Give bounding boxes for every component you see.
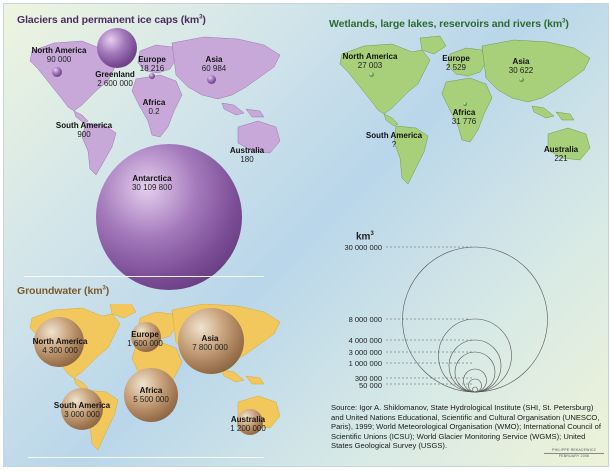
north-america-sphere [52,67,62,77]
wetland-label-asia: Asia 30 622 [508,57,534,75]
wetland-label-australia: Australia 221 [543,145,579,163]
europe-sphere [149,73,155,79]
credit-author: PHILIPPE REKACEWICZ [544,448,604,454]
glacier-label-greenland: Greenland 2 600 000 [95,70,135,88]
groundwater-south-america-sphere [61,388,103,430]
scale-tick-1000000: 1 000 000 [348,359,382,368]
glacier-label-africa: Africa 0.2 [142,98,166,116]
glacier-label-north-america: North America 90 000 [31,46,87,64]
section-divider-top [24,276,264,277]
groundwater-label-north-america: North America 4 300 000 [32,337,88,355]
groundwater-australia-sphere [237,409,263,435]
groundwater-north-america-sphere [34,317,84,367]
groundwater-label-asia: Asia 7 800 000 [192,334,228,352]
author-credit: PHILIPPE REKACEWICZ FEBRUARY 2006 [544,448,604,459]
groundwater-europe-sphere [131,322,161,352]
infographic-canvas: Glaciers and permanent ice caps (km3) [3,3,609,467]
wetland-label-europe: Europe 2 529 [442,54,470,72]
scale-circles [386,246,548,393]
greenland-sphere [97,28,137,68]
wetland-africa-dot [463,102,467,106]
wetlands-world-map [339,35,591,184]
scale-tick-300000: 300 000 [354,374,382,383]
credit-date: FEBRUARY 2006 [558,454,590,458]
wetland-label-africa: Africa 31 776 [451,108,477,126]
scale-tick-4000000: 4 000 000 [348,336,382,345]
groundwater-label-europe: Europe 1 600 000 [127,330,163,348]
scale-tick-3000000: 3 000 000 [348,348,382,357]
glaciers-title: Glaciers and permanent ice caps (km3) [17,14,206,26]
wetland-asia-dot [519,77,524,82]
wetland-north-america-dot [369,72,374,77]
asia-sphere [207,75,216,84]
glacier-label-asia: Asia 60 984 [201,55,227,73]
wetland-label-south-america: South America? [365,131,423,149]
wetland-label-north-america: North America 27 003 [342,52,398,70]
source-note: Source: Igor A. Shiklomanov, State Hydro… [331,403,601,450]
groundwater-africa-sphere [124,368,178,422]
scale-tick-50000: 50 000 [359,381,382,390]
groundwater-asia-sphere [178,308,244,374]
groundwater-label-africa: Africa 5 500 000 [133,386,169,404]
scale-tick-30000000: 30 000 000 [344,243,382,252]
antarctica-sphere [96,144,242,290]
glacier-label-south-america: South America 900 [55,121,113,139]
groundwater-title: Groundwater (km3) [17,285,110,297]
scale-unit-label: km3 [356,231,374,243]
section-divider-bottom [28,457,264,458]
wetlands-title: Wetlands, large lakes, reservoirs and ri… [329,18,569,30]
glacier-label-europe: Europe 18 216 [138,55,166,73]
groundwater-label-australia: Australia 1 200 000 [230,415,266,433]
glacier-label-australia: Australia 180 [229,146,265,164]
glacier-label-antarctica: Antarctica 30 109 800 [131,174,173,192]
groundwater-label-south-america: South America 3 000 000 [53,401,111,419]
scale-tick-8000000: 8 000 000 [348,315,382,324]
